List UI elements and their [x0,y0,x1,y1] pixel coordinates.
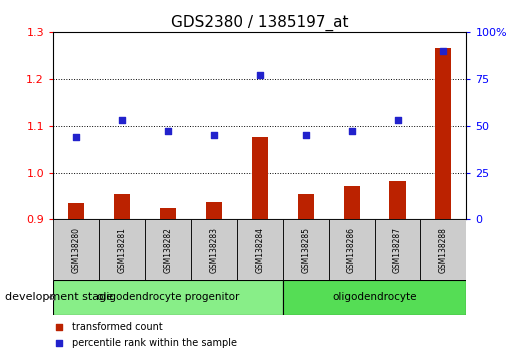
Bar [436,48,452,219]
Bar [53,280,282,315]
Bar [343,186,359,219]
Title: GDS2380 / 1385197_at: GDS2380 / 1385197_at [171,14,348,30]
Point [302,132,310,138]
Bar [390,181,405,219]
Text: transformed count: transformed count [72,322,162,332]
Bar [53,219,99,280]
Point [55,341,64,346]
Text: GSM138284: GSM138284 [255,227,264,273]
Text: GSM138286: GSM138286 [347,227,356,273]
Bar [99,219,145,280]
Bar [160,208,176,219]
Text: oligodendrocyte progenitor: oligodendrocyte progenitor [96,292,239,302]
Bar [206,202,222,219]
Text: GSM138288: GSM138288 [439,227,448,273]
Bar [114,194,130,219]
Point [164,129,172,134]
Point [255,72,264,78]
Bar [329,219,375,280]
Text: development stage: development stage [5,292,113,302]
Text: GSM138282: GSM138282 [163,227,172,273]
Point [209,132,218,138]
Bar [298,194,314,219]
Text: GSM138287: GSM138287 [393,227,402,273]
Bar [282,219,329,280]
Text: GSM138280: GSM138280 [72,227,81,273]
Bar [375,219,420,280]
Text: GSM138283: GSM138283 [209,227,218,273]
Bar [420,219,466,280]
Bar [237,219,282,280]
Text: GSM138285: GSM138285 [301,227,310,273]
Text: GSM138281: GSM138281 [118,227,126,273]
Text: oligodendrocyte: oligodendrocyte [332,292,417,302]
Point [439,48,448,53]
Bar [68,203,84,219]
Bar [191,219,237,280]
Point [347,129,356,134]
Bar [252,137,268,219]
Point [393,117,402,123]
Point [55,325,64,330]
Point [72,134,80,140]
Point [118,117,126,123]
Text: percentile rank within the sample: percentile rank within the sample [72,338,236,348]
Bar [282,280,466,315]
Bar [145,219,191,280]
